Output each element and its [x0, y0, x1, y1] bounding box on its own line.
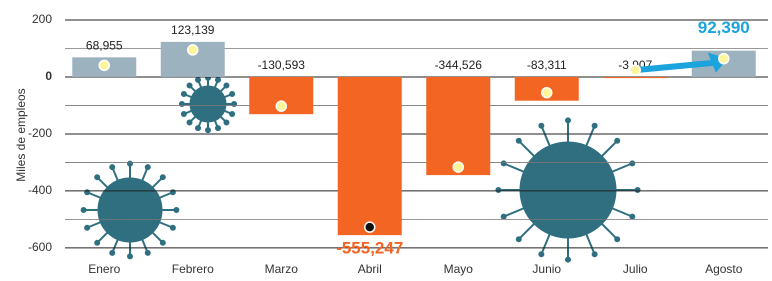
x-tick-label: Marzo: [265, 262, 299, 276]
virus-tip: [95, 240, 100, 245]
x-tick-label: Enero: [88, 262, 120, 276]
virus-tip: [501, 161, 506, 166]
y-axis-label: Miles de empleos: [14, 88, 28, 181]
y-tick-label: -200: [28, 126, 52, 140]
marker-dot: [542, 88, 552, 98]
virus-tip: [516, 237, 521, 242]
virus-tip: [615, 138, 620, 143]
y-tick-label: 200: [32, 12, 52, 26]
y-tick-label: -600: [28, 240, 52, 254]
virus-tip: [635, 188, 640, 193]
y-tick-label: -400: [28, 183, 52, 197]
virus-tip: [630, 161, 635, 166]
value-label: -555,247: [336, 239, 403, 258]
virus-tip: [110, 250, 115, 255]
virus-tip: [566, 118, 571, 123]
value-label: -344,526: [435, 58, 483, 72]
virus-tip: [128, 254, 133, 259]
marker-dot: [188, 45, 198, 55]
x-tick-label: Febrero: [172, 262, 214, 276]
value-label: -83,311: [527, 58, 567, 72]
virus-tip: [128, 161, 133, 166]
virus-tip: [539, 252, 544, 257]
virus-tip: [160, 240, 165, 245]
chart: Miles de empleos -600 -400 -200 0 200 Enero 68…: [0, 0, 772, 281]
virus-tip: [230, 92, 235, 97]
virus-tip: [224, 83, 229, 88]
virus-tip: [145, 165, 150, 170]
bar: [426, 77, 490, 175]
virus-tip: [215, 77, 220, 82]
x-tick-label: Abril: [358, 262, 382, 276]
virus-tip: [181, 111, 186, 116]
virus-tip: [516, 138, 521, 143]
virus-tip: [145, 250, 150, 255]
virus-tip: [230, 111, 235, 116]
virus-tip: [501, 214, 506, 219]
marker-dot: [630, 65, 640, 75]
value-label: -130,593: [258, 58, 306, 72]
virus-tip: [196, 126, 201, 131]
marker-dot: [365, 222, 375, 232]
virus-tip: [81, 208, 86, 213]
virus-tip: [539, 123, 544, 128]
marker-dot: [276, 101, 286, 111]
marker-dot: [453, 162, 463, 172]
virus-tip: [196, 77, 201, 82]
virus-tip: [95, 175, 100, 180]
value-label: 68,955: [86, 38, 123, 52]
virus-tip: [615, 237, 620, 242]
virus-tip: [85, 225, 90, 230]
value-label: 92,390: [698, 18, 750, 37]
x-tick-label: Julio: [623, 262, 648, 276]
virus-tip: [206, 128, 211, 133]
virus-tip: [630, 214, 635, 219]
virus-tip: [170, 225, 175, 230]
virus-tip: [187, 83, 192, 88]
x-tick-label: Agosto: [705, 262, 743, 276]
x-tick-label: Junio: [532, 262, 561, 276]
virus-tip: [215, 126, 220, 131]
bar: [603, 77, 667, 78]
virus-tip: [160, 175, 165, 180]
virus-tip: [187, 120, 192, 125]
virus-tip: [496, 188, 501, 193]
virus-tip: [174, 208, 179, 213]
virus-tip: [592, 123, 597, 128]
bar: [338, 77, 402, 235]
y-tick-label: 0: [45, 69, 52, 83]
virus-tip: [566, 257, 571, 262]
value-label: 123,139: [171, 23, 215, 37]
marker-dot: [99, 60, 109, 70]
x-tick-label: Mayo: [444, 262, 474, 276]
virus-tip: [110, 165, 115, 170]
virus-tip: [181, 92, 186, 97]
marker-dot: [719, 54, 729, 64]
virus-tip: [224, 120, 229, 125]
virus-tip: [592, 252, 597, 257]
